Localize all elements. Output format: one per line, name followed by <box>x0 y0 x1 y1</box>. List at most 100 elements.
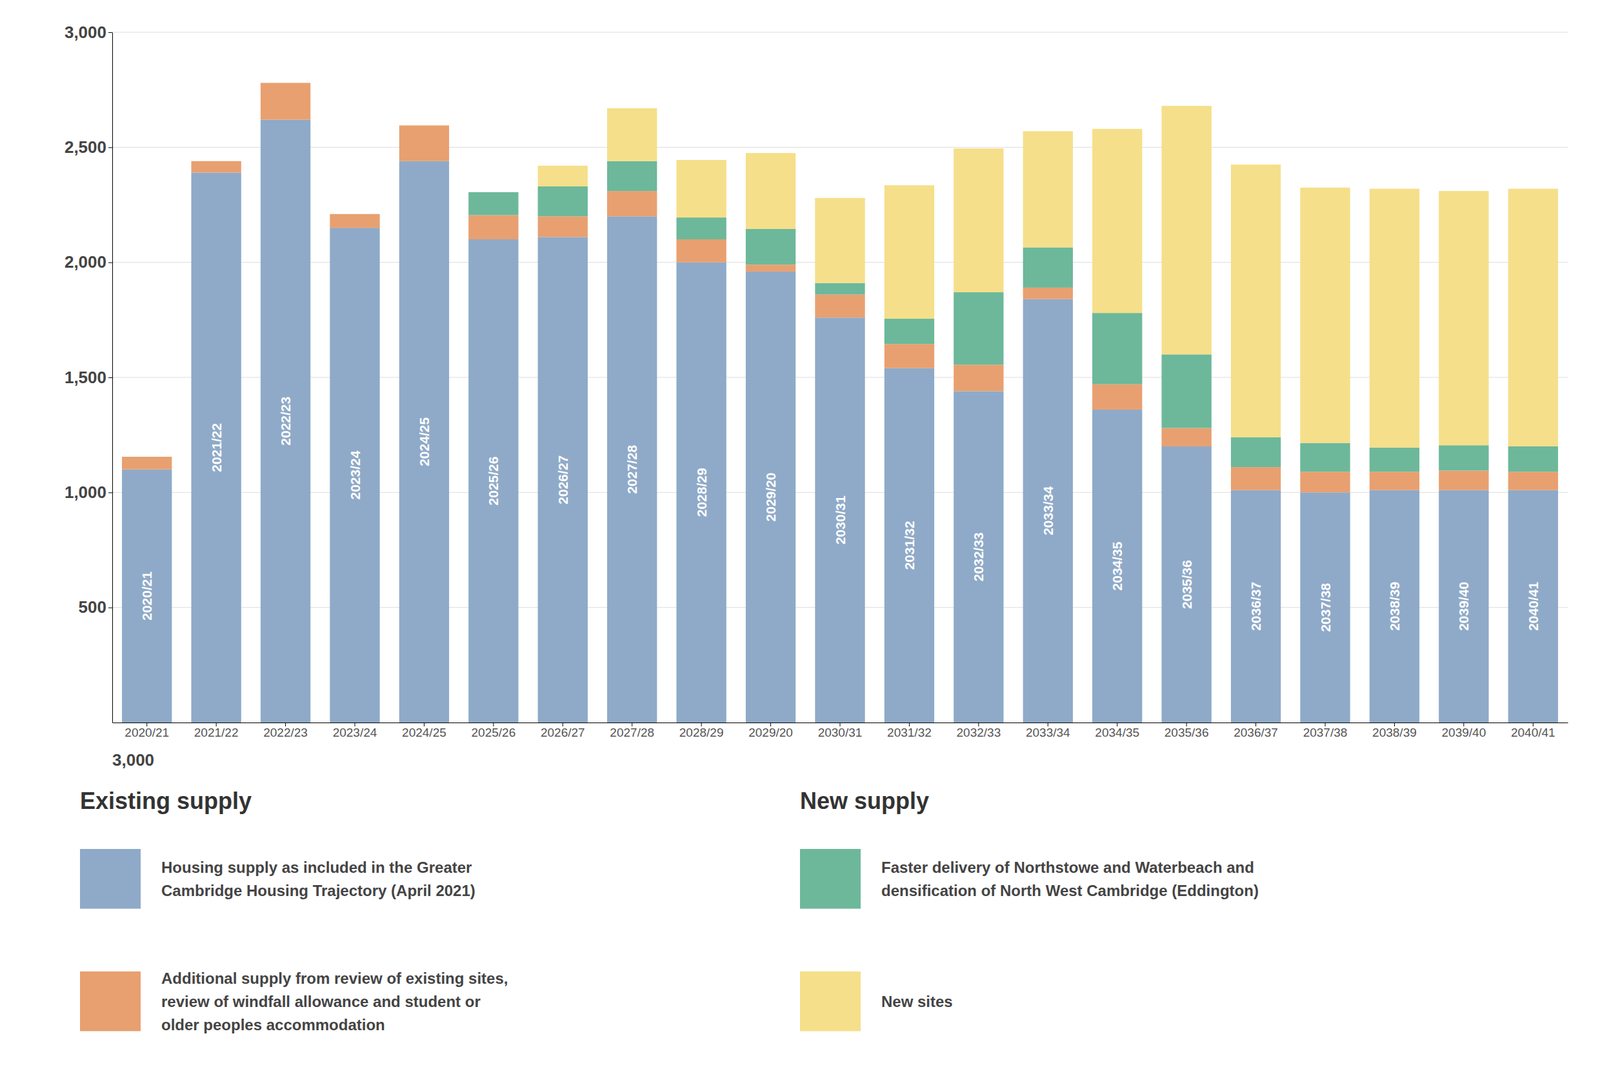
x-tick-label: 2034/35 <box>1094 725 1140 740</box>
y-tick-label: 3,000 <box>64 22 107 42</box>
y-axis-line <box>112 32 113 724</box>
bar-category-label: 2030/31 <box>832 495 848 545</box>
bar-segment <box>1369 471 1420 491</box>
legend-label-line: densification of North West Cambridge (E… <box>881 881 1259 900</box>
y-tick: 500 <box>78 597 113 617</box>
bar-segment <box>1508 490 1559 723</box>
bar-segment <box>121 469 172 723</box>
y-tick: 2,500 <box>64 137 113 157</box>
legend-label-line: Faster delivery of Northstowe and Waterb… <box>881 858 1255 877</box>
bar-segment <box>329 214 380 228</box>
bar-segment <box>1023 287 1073 300</box>
bar-category-label: 2020/21 <box>139 571 155 621</box>
bar-segment <box>468 191 519 193</box>
x-tick-label: 2023/24 <box>332 725 378 740</box>
bar-segment <box>607 216 657 723</box>
bar-category-label: 2029/20 <box>763 472 779 522</box>
legend-swatch <box>80 849 141 910</box>
x-tick-label: 2038/39 <box>1372 725 1417 740</box>
x-axis: 2020/212021/222022/232023/242024/252025/… <box>112 722 1569 740</box>
x-tick-label: 2039/40 <box>1441 725 1487 740</box>
x-tick: 2038/39 <box>1372 722 1417 740</box>
bar-segment <box>1161 354 1211 428</box>
x-tick: 2039/40 <box>1441 722 1487 740</box>
bar-segment <box>884 368 935 723</box>
bar-segment <box>121 456 172 458</box>
bar-segment <box>1508 189 1559 447</box>
bar-segment <box>1300 471 1350 493</box>
grid-line <box>112 32 1568 33</box>
bar-segment <box>1092 409 1142 723</box>
x-tick: 2028/29 <box>679 722 724 740</box>
y-tick-mark <box>108 377 113 379</box>
x-tick: 2023/24 <box>332 722 378 740</box>
legend-label: Additional supply from review of existin… <box>161 969 508 1034</box>
bar-segment <box>190 161 241 173</box>
x-tick: 2034/35 <box>1094 722 1140 740</box>
x-tick: 2035/36 <box>1164 722 1210 740</box>
bar-segment <box>260 82 311 84</box>
bar-category-label: 2040/41 <box>1525 581 1541 631</box>
x-tick-label: 2025/26 <box>471 725 517 740</box>
bar-category-label: 2022/23 <box>278 396 293 446</box>
x-tick: 2021/22 <box>194 722 239 740</box>
bar-segment <box>538 236 588 723</box>
y-axis: 5001,0001,5002,0002,5003,000 <box>64 22 113 724</box>
legend-label: Housing supply as included in the Greate… <box>161 858 476 900</box>
bar-segment <box>814 294 865 319</box>
bar-segment <box>190 160 241 162</box>
bar-segment <box>1092 312 1142 385</box>
bar-segment <box>745 152 796 230</box>
y-tick: 1,000 <box>64 482 113 502</box>
legend: Existing supplyHousing supply as include… <box>80 787 1259 1033</box>
y-tick-label: 1,500 <box>64 367 107 388</box>
bar-segment <box>953 390 1004 723</box>
x-tick-label: 2020/21 <box>124 725 170 740</box>
bar-category-label: 2032/33 <box>970 532 986 582</box>
bar-segment <box>1508 471 1559 491</box>
y-tick-mark <box>108 607 113 609</box>
bar-segment <box>607 161 657 191</box>
bar-segment <box>676 160 726 218</box>
bar-segment <box>1161 105 1211 355</box>
x-tick: 2033/34 <box>1025 722 1071 740</box>
bar-segment <box>1300 187 1350 444</box>
legend-label-line: older peoples accommodation <box>161 1016 386 1034</box>
bar-segment <box>1508 446 1559 472</box>
plot: 2020/21 2021/22 2022/23 2023/24 2024/25 2025/… <box>64 22 1569 740</box>
bar-segment <box>607 108 657 162</box>
bar-segment <box>1161 427 1211 447</box>
bar-segment <box>1369 189 1420 448</box>
x-tick-label: 2032/33 <box>956 725 1002 740</box>
bars <box>121 82 1559 723</box>
x-tick-label: 2028/29 <box>679 725 724 740</box>
bar-category-label: 2027/28 <box>624 444 640 494</box>
background <box>0 0 1600 1067</box>
bar-segment <box>538 216 588 237</box>
bar-segment <box>1230 164 1281 438</box>
x-tick-label: 2029/20 <box>748 725 793 740</box>
bar-segment <box>953 148 1004 293</box>
legend-label-line: Housing supply as included in the Greate… <box>161 858 472 877</box>
bar-series <box>121 120 1559 723</box>
bar-category-label: 2035/36 <box>1179 560 1195 610</box>
legend-label-line: Additional supply from review of existin… <box>161 969 508 988</box>
bar-category-label: 2025/26 <box>485 456 501 506</box>
bar-segment <box>1438 470 1489 490</box>
bar-segment <box>1300 492 1350 723</box>
x-tick: 2031/32 <box>887 722 932 740</box>
bar-segment <box>538 186 588 217</box>
bar-segment <box>329 227 380 723</box>
bar-segment <box>1369 447 1420 472</box>
bar-segment <box>1300 443 1350 473</box>
bar-segment <box>260 82 311 84</box>
bar-category-label: 2026/27 <box>555 455 571 505</box>
y-tick-mark <box>108 492 113 493</box>
bar-segment <box>1438 445 1489 471</box>
x-tick-label: 2035/36 <box>1164 725 1210 740</box>
bar-segment <box>1438 190 1489 446</box>
bar-category-label: 2021/22 <box>209 423 224 473</box>
x-tick-label: 2024/25 <box>401 725 447 740</box>
bar-category-label: 2036/37 <box>1248 581 1264 631</box>
bar-segment <box>1438 490 1489 723</box>
